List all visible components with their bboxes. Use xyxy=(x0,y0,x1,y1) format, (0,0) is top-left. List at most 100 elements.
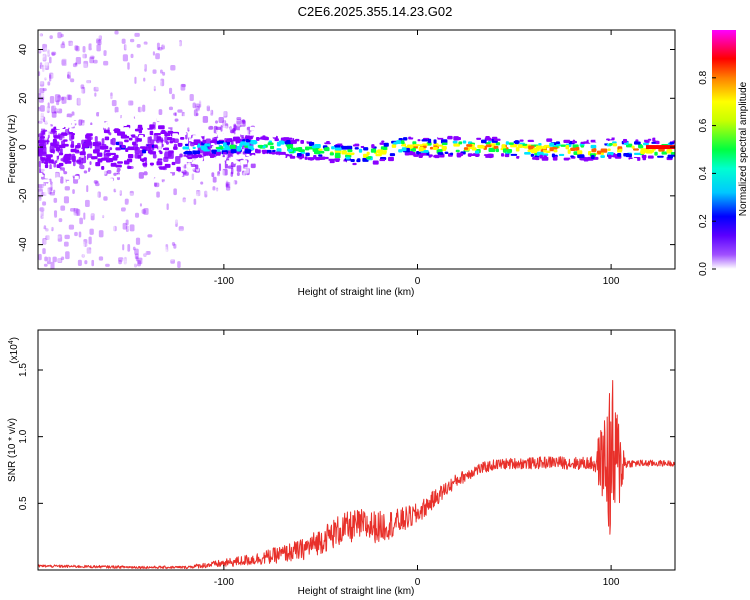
spectrogram-ridge-cell xyxy=(215,146,221,149)
spectrogram-cell xyxy=(118,257,124,262)
spectrogram-cell xyxy=(47,102,50,109)
spectrogram-ridge-cell xyxy=(54,152,59,156)
spectrogram-ridge-cell xyxy=(156,169,162,173)
spectrogram-ridge-cell xyxy=(573,162,578,165)
spectrogram-ridge-cell xyxy=(308,142,315,146)
spectrogram-cell xyxy=(126,38,130,46)
spectrogram-ridge-cell xyxy=(429,132,434,135)
spectrogram-cell xyxy=(70,78,75,83)
spectrogram-cell xyxy=(123,256,127,265)
spectrogram-cell xyxy=(222,119,226,128)
spectrogram-ridge-cell xyxy=(216,148,221,153)
spectrogram-ridge-cell xyxy=(647,164,654,169)
spectrogram-ridge-cell xyxy=(38,172,43,176)
spectrogram-ridge-cell xyxy=(495,148,499,153)
spectrogram-ridge-cell xyxy=(441,160,447,165)
spectrogram-ridge-cell xyxy=(143,157,147,161)
spectrogram-ridge-cell xyxy=(171,161,176,166)
spectrogram-cell xyxy=(56,244,60,252)
spectrogram-ridge-cell xyxy=(545,150,551,154)
spectrogram-cell xyxy=(41,191,47,197)
spectrogram-cell xyxy=(131,85,137,91)
spectrogram-ridge-cell xyxy=(437,160,442,165)
spectrogram-cell xyxy=(38,188,43,197)
spectrogram-cell xyxy=(110,224,116,232)
spectrogram-ridge-cell xyxy=(449,159,454,163)
spectrogram-cell xyxy=(124,198,129,205)
spectrogram-ridge-cell xyxy=(628,153,632,158)
spectrogram-ridge-cell xyxy=(168,150,174,154)
spectrogram-ridge-cell xyxy=(379,161,386,166)
spectrogram-cell xyxy=(97,34,101,40)
spectrogram-cell xyxy=(192,102,196,109)
spectrogram-cell xyxy=(175,217,180,223)
spectrogram-cell xyxy=(143,171,148,176)
spectrogram-ridge-cell xyxy=(84,139,92,143)
spectrogram-ridge-cell xyxy=(625,157,630,161)
spectrogram-cell xyxy=(137,106,142,113)
spectrogram-cell xyxy=(42,213,48,218)
spectrogram-ridge-cell xyxy=(97,171,101,174)
spectrogram-cell xyxy=(153,205,156,211)
spectrogram-ridge-cell xyxy=(314,144,321,149)
spectrogram-cell xyxy=(168,87,173,95)
spectrogram-cell xyxy=(44,40,49,45)
spectrogram-ridge-cell xyxy=(161,129,166,133)
spectrogram-cell xyxy=(38,253,42,261)
spectrogram-ridge-cell xyxy=(257,144,263,148)
spectrogram-cell xyxy=(38,160,41,168)
spectrogram-ridge-cell xyxy=(240,160,248,165)
spectrogram-cell xyxy=(97,89,102,97)
spectrogram-cell xyxy=(192,98,197,105)
spectrogram-cell xyxy=(77,97,83,105)
spectrogram-ridge-cell xyxy=(329,140,334,143)
spectrogram-cell xyxy=(67,89,73,96)
spectrogram-cell xyxy=(39,80,42,85)
spectrogram-cell xyxy=(58,218,63,224)
spectrogram-cell xyxy=(174,112,177,117)
spectrogram-cell xyxy=(193,189,199,194)
spectrogram-ridge-cell xyxy=(429,146,434,150)
spectrogram-cell xyxy=(81,254,85,258)
spectrogram-cell xyxy=(215,126,222,131)
spectrogram-ridge-cell xyxy=(631,145,635,149)
spectrogram-cell xyxy=(158,109,163,115)
spectrogram-ridge-cell xyxy=(45,126,50,129)
snr-x-tick-label: 0 xyxy=(415,577,421,588)
spectrogram-ridge-cell xyxy=(413,154,419,157)
spectrogram-ridge-cell xyxy=(274,159,278,163)
spectrogram-ridge-cell xyxy=(303,132,308,136)
spectrogram-ridge-cell xyxy=(70,144,75,148)
spectrogram-ridge-cell xyxy=(217,133,223,138)
spectrogram-cell xyxy=(51,105,57,114)
spectrogram-cell xyxy=(74,70,80,79)
spectrogram-cell xyxy=(198,186,204,191)
spectrogram-cell xyxy=(42,35,47,40)
spectrogram-cell xyxy=(71,111,75,117)
spectrogram-cell xyxy=(156,191,160,198)
spectrogram-cell xyxy=(135,100,139,106)
spectrogram-frame xyxy=(37,29,676,270)
spectrogram-ridge-cell xyxy=(156,115,161,120)
spectrogram-ridge-cell xyxy=(362,143,366,146)
spectrogram-ridge-cell xyxy=(366,156,371,160)
spectrogram-ridge-cell xyxy=(175,173,181,176)
spectrogram-cell xyxy=(47,187,52,195)
spectrogram-cell xyxy=(38,55,44,59)
spectrogram-cell xyxy=(41,232,46,240)
spectrogram-ridge-cell xyxy=(653,158,658,162)
spectrogram-cell xyxy=(38,39,42,44)
spectrogram-ridge-cell xyxy=(236,145,242,151)
spectrogram-ridge-cell xyxy=(668,163,672,168)
spectrogram-cell xyxy=(38,260,42,267)
spectrogram-cell xyxy=(48,235,53,243)
spectrogram-ridge-cell xyxy=(488,162,494,166)
spectrogram-cell xyxy=(40,111,44,119)
spectrogram-cell xyxy=(169,214,173,222)
spectrogram-cell xyxy=(154,95,159,99)
spectrogram-cell xyxy=(51,242,55,248)
spectrogram-cell xyxy=(146,64,151,71)
spectrogram-ridge-cell xyxy=(166,136,173,141)
spectrogram-ridge-cell xyxy=(563,139,570,144)
